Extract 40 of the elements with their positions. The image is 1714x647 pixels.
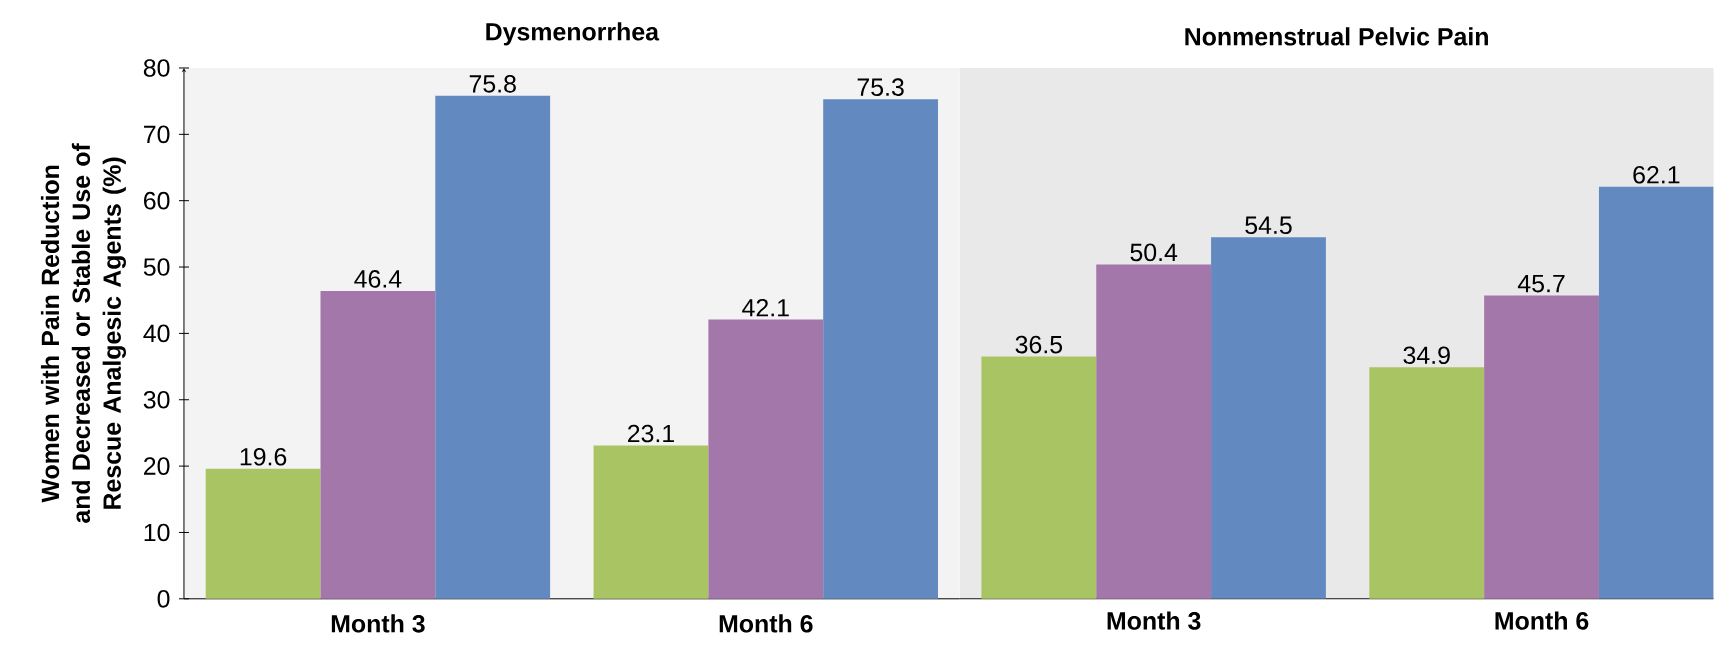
- bar: [593, 445, 709, 599]
- chart-title: Dysmenorrhea: [486, 22, 660, 46]
- y-tick-label: 80: [143, 59, 170, 77]
- x-tick-label: Month 6: [1495, 611, 1589, 630]
- data-label: 75.3: [857, 78, 904, 97]
- data-label: 19.6: [240, 448, 287, 466]
- bar: [205, 468, 321, 599]
- bar: [823, 99, 939, 599]
- y-tick-label: 70: [144, 125, 170, 144]
- bar: [435, 95, 551, 599]
- y-tick-label: 50: [143, 258, 170, 276]
- bar: [981, 356, 1097, 599]
- y-tick-label: 30: [143, 391, 170, 409]
- data-label: 34.9: [1403, 346, 1450, 365]
- y-tick-label: 0: [157, 590, 170, 608]
- y-tick-label: 20: [144, 457, 170, 476]
- bar: [1484, 295, 1599, 599]
- x-tick-label: Month 6: [719, 614, 813, 633]
- bar: [320, 291, 436, 599]
- data-label: 42.1: [742, 298, 789, 317]
- x-tick-label: Month 3: [1107, 611, 1201, 630]
- data-label: 54.5: [1245, 216, 1292, 235]
- bar: [1598, 186, 1714, 599]
- data-label: 50.4: [1130, 243, 1178, 262]
- data-label: 45.7: [1517, 275, 1565, 293]
- y-tick-label: 10: [144, 523, 170, 542]
- bar: [1369, 367, 1485, 599]
- bar: [1096, 264, 1212, 599]
- chart-title: Nonmenstrual Pelvic Pain: [1185, 27, 1488, 46]
- data-label: 23.1: [627, 424, 674, 443]
- data-label: 36.5: [1015, 335, 1063, 354]
- data-label: 46.4: [354, 270, 402, 288]
- x-tick-label: Month 3: [331, 614, 425, 633]
- bar: [1211, 237, 1326, 599]
- y-axis-title: Women with Pain Reduction and Decreased or Stable Use of Rescue Analgesic Agents (%): [40, 143, 126, 524]
- y-tick-label: 60: [144, 191, 170, 210]
- y-tick-label: 40: [143, 324, 170, 343]
- data-label: 62.1: [1633, 166, 1680, 184]
- data-label: 75.8: [469, 75, 516, 93]
- bar: [708, 319, 824, 599]
